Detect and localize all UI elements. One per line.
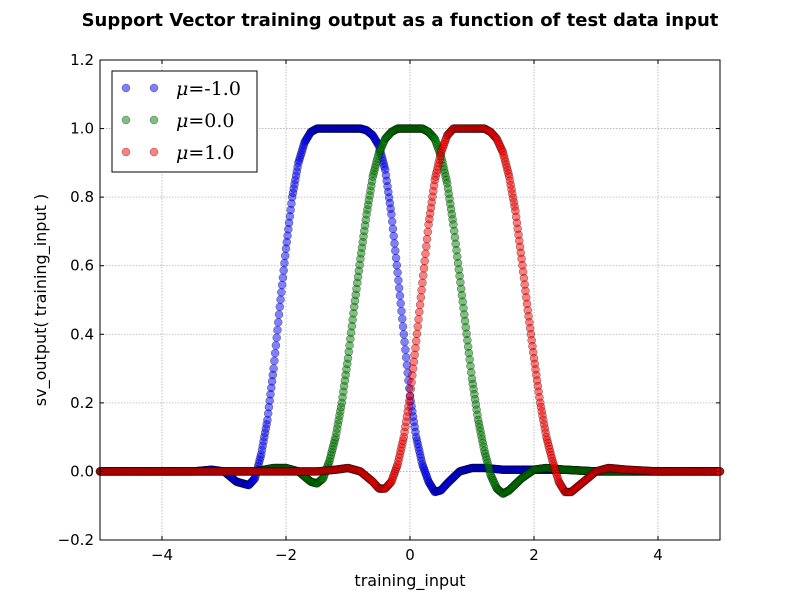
legend-value: =-1.0 [188,78,241,100]
data-point [393,268,402,277]
data-point [387,217,397,226]
data-point [278,273,288,282]
legend-mu: μ [176,78,188,100]
data-point [274,310,284,319]
y-tick-label: 1.0 [70,120,94,138]
data-point [395,291,405,300]
data-point [276,295,285,304]
data-point [269,364,278,373]
legend-marker [149,83,159,93]
data-point [392,261,402,270]
y-tick-label: 0.8 [70,188,94,206]
data-point [418,278,427,288]
x-tick-label: 4 [653,546,663,564]
data-point [413,322,422,331]
data-point [394,276,403,285]
data-point [279,266,288,275]
legend-label: μ=1.0 [176,142,235,164]
data-point [411,336,421,346]
data-point [399,330,409,339]
chart-title: Support Vector training output as a func… [82,10,719,31]
series-2 [95,124,725,497]
data-point [415,300,425,309]
y-axis-label: sv_output( training_input ) [31,194,51,406]
legend-marker [149,115,159,125]
data-point [422,234,432,244]
x-tick-label: 2 [529,546,539,564]
data-point [401,353,411,362]
legend-marker [121,147,131,157]
data-point [387,210,396,219]
legend-item-1: μ=0.0 [121,110,235,132]
plot-area: −4 −2 0 2 4−0.20.00.20.40.60.81.01.2μ=-1.0μ=… [58,51,725,564]
data-point [391,246,400,255]
data-point [419,264,429,273]
y-tick-label: 0.4 [70,325,94,343]
data-point [400,337,409,347]
legend-marker [121,83,131,93]
legend-item-2: μ=1.0 [121,142,235,164]
y-tick-label: 1.2 [70,51,94,69]
legend-mu: μ [176,142,188,164]
data-point [280,251,290,261]
data-point [422,242,431,251]
data-point [388,224,398,234]
legend-marker [121,115,131,125]
data-point [272,333,281,342]
data-point [421,249,430,258]
y-tick-label: 0.2 [70,394,94,412]
data-point [271,341,281,350]
legend-item-0: μ=-1.0 [121,78,241,100]
y-tick-label: 0.0 [70,462,94,480]
data-point [414,315,423,324]
data-point [275,302,285,312]
data-point [280,258,289,268]
data-point [277,280,287,290]
data-point [401,345,410,354]
data-point [398,322,408,331]
legend-value: =0.0 [188,110,234,132]
legend-mu: μ [176,110,188,132]
data-point [390,239,399,248]
data-point [415,307,424,317]
data-point [394,283,404,293]
data-point [423,227,433,237]
data-point [274,318,283,327]
data-point [270,348,280,358]
legend-marker [149,147,159,157]
data-point [396,299,405,308]
data-point [277,288,286,297]
data-point [270,356,279,366]
legend-label: μ=-1.0 [176,78,241,100]
legend-value: =1.0 [188,142,234,164]
data-point [417,285,426,295]
x-tick-label: 0 [405,546,415,564]
data-point [416,293,426,302]
data-point [418,271,428,280]
x-tick-label: −2 [275,546,297,564]
legend-box [111,70,258,173]
data-point [391,253,401,263]
x-axis-label: training_input [354,571,465,591]
data-point [412,329,422,339]
legend: μ=-1.0μ=0.0μ=1.0 [111,70,258,173]
data-point [397,306,406,316]
data-point [273,325,282,335]
data-point [398,314,407,324]
data-point [389,231,398,241]
x-tick-label: −4 [151,546,173,564]
y-tick-label: 0.6 [70,257,94,275]
y-tick-label: −0.2 [58,531,94,549]
legend-label: μ=0.0 [176,110,235,132]
data-point [420,256,429,266]
